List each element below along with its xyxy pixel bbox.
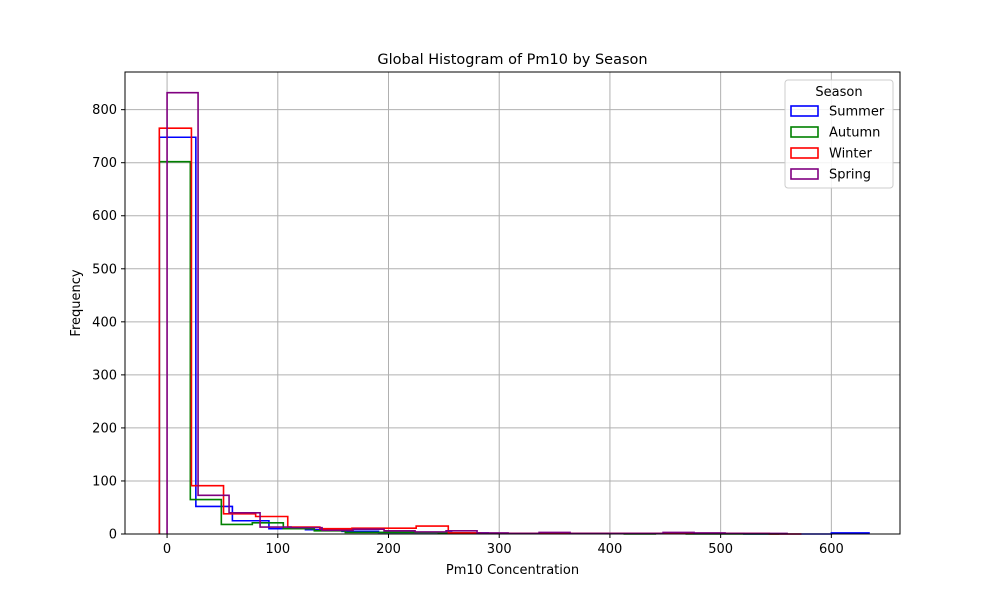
x-tick-label: 200 xyxy=(376,542,401,557)
histogram-bin-spring xyxy=(229,513,260,534)
x-axis-label: Pm10 Concentration xyxy=(446,563,579,578)
y-tick-label: 300 xyxy=(92,368,117,383)
x-tick-label: 600 xyxy=(819,542,844,557)
legend-label-winter: Winter xyxy=(829,147,873,162)
legend-label-autumn: Autumn xyxy=(829,126,880,141)
histogram-bin-spring xyxy=(322,530,353,534)
legend-swatch-summer xyxy=(790,105,819,117)
legend-title: Season xyxy=(815,85,862,100)
legend-box xyxy=(784,79,894,189)
y-tick-label: 400 xyxy=(92,315,117,330)
histogram-bin-spring xyxy=(291,528,322,534)
legend: Season Summer Autumn Winter Spring xyxy=(784,79,894,189)
y-tick-label: 0 xyxy=(109,528,117,543)
y-tick-label: 600 xyxy=(92,209,117,224)
series-winter xyxy=(158,127,802,535)
histogram-bin-spring xyxy=(198,495,229,534)
y-tick-label: 800 xyxy=(92,103,117,118)
legend-label-spring: Spring xyxy=(829,168,871,183)
chart-title: Global Histogram of Pm10 by Season xyxy=(377,52,647,68)
histogram-bin-spring xyxy=(260,527,291,534)
y-tick-label: 500 xyxy=(92,262,117,277)
histogram-bin-spring xyxy=(353,529,384,534)
x-tick-label: 100 xyxy=(265,542,290,557)
x-tick-label: 400 xyxy=(598,542,623,557)
y-axis-label: Frequency xyxy=(69,269,84,336)
legend-swatch-spring xyxy=(790,168,819,180)
series-spring xyxy=(166,91,788,535)
histogram-step-spring xyxy=(166,91,788,535)
y-tick-label: 100 xyxy=(92,474,117,489)
y-tick-label: 200 xyxy=(92,421,117,436)
y-tick-label: 700 xyxy=(92,156,117,171)
x-tick-label: 300 xyxy=(487,542,512,557)
histogram-step-winter xyxy=(158,127,802,535)
plot-frame xyxy=(124,71,901,535)
legend-swatch-autumn xyxy=(790,126,819,138)
x-tick-label: 500 xyxy=(708,542,733,557)
axis-ticks: 0 100 200 300 400 500 600 0 100 200 300 400 500 600 70… xyxy=(92,103,844,557)
legend-swatch-winter xyxy=(790,147,819,159)
x-tick-label: 0 xyxy=(163,542,171,557)
histogram-bin-spring xyxy=(167,93,198,534)
legend-label-summer: Summer xyxy=(829,105,885,120)
